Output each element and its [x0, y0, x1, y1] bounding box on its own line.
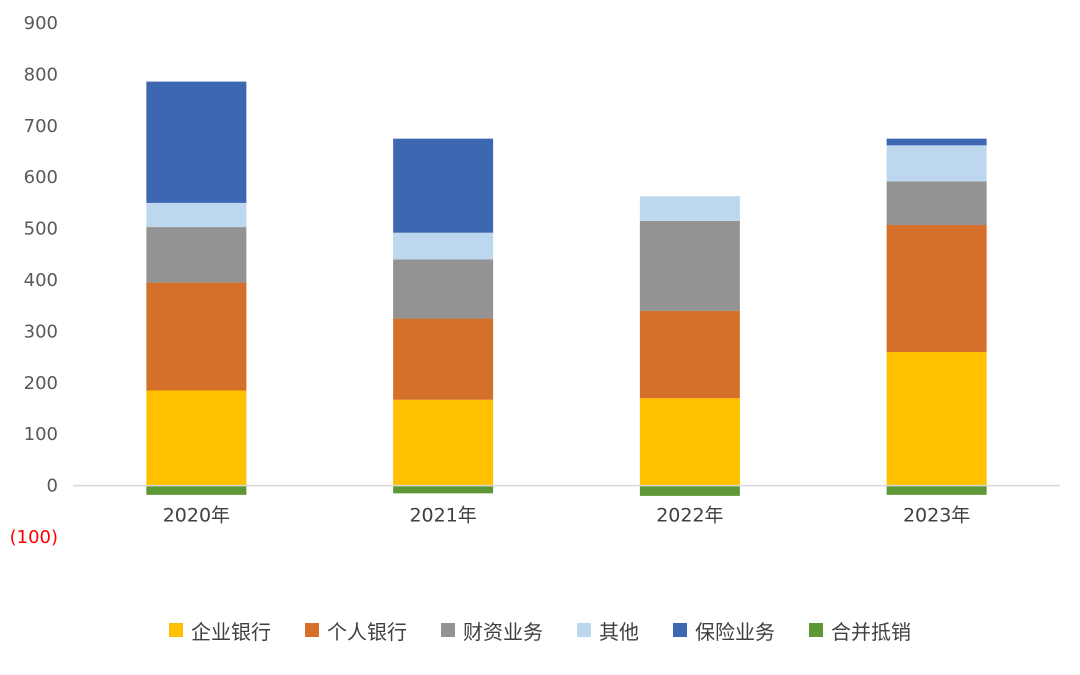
bar-segment	[886, 181, 987, 226]
bar-segment	[146, 282, 247, 391]
bar-segment	[393, 232, 494, 260]
y-tick-label: 900	[24, 13, 58, 34]
bar-segment	[146, 485, 247, 495]
bar-segment	[639, 398, 740, 486]
bar-segment	[393, 399, 494, 486]
bar-segment	[393, 138, 494, 233]
legend-swatch	[169, 623, 183, 637]
y-tick-label: 100	[24, 424, 58, 445]
x-axis: 2020年 2021年 2022年 2023年	[163, 505, 971, 527]
legend-item: 个人银行	[305, 616, 407, 645]
bar-segment	[393, 259, 494, 319]
y-tick-label: 700	[24, 116, 58, 137]
y-tick-label: (100)	[10, 527, 58, 548]
bar-segment	[886, 225, 987, 352]
legend-swatch	[673, 623, 687, 637]
x-tick-label: 2021年	[409, 505, 476, 527]
y-tick-label: 800	[24, 64, 58, 85]
bar-segment	[639, 485, 740, 496]
legend: 企业银行 个人银行 财资业务 其他 保险业务 合并抵销	[0, 612, 1080, 648]
x-tick-label: 2022年	[656, 505, 723, 527]
legend-label: 其他	[599, 619, 639, 644]
bar-segment	[146, 81, 247, 203]
bar-segment	[146, 390, 247, 486]
bar-segment	[886, 485, 987, 495]
legend-label: 个人银行	[327, 619, 407, 644]
bars	[146, 81, 987, 496]
legend-label: 财资业务	[463, 619, 543, 644]
x-tick-label: 2023年	[903, 505, 970, 527]
bar-segment	[393, 318, 494, 400]
legend-label: 企业银行	[191, 619, 271, 644]
y-axis: 900 800 700 600 500 400 300 200 100 0 (100)	[10, 13, 58, 548]
legend-label: 保险业务	[695, 619, 775, 644]
y-tick-label: 200	[24, 373, 58, 394]
legend-item: 其他	[577, 616, 639, 645]
bar-segment	[886, 351, 987, 486]
legend-item: 企业银行	[169, 616, 271, 645]
legend-swatch	[577, 623, 591, 637]
bar-segment	[393, 485, 494, 494]
legend-item: 合并抵销	[809, 616, 911, 645]
bar-segment	[146, 227, 247, 283]
y-tick-label: 0	[47, 476, 58, 497]
bar-segment	[639, 220, 740, 311]
legend-swatch	[305, 623, 319, 637]
bar-segment	[886, 145, 987, 182]
y-tick-label: 400	[24, 270, 58, 291]
bar-segment	[146, 202, 247, 228]
legend-item: 财资业务	[441, 616, 543, 645]
x-tick-label: 2020年	[163, 505, 230, 527]
legend-item: 保险业务	[673, 616, 775, 645]
y-tick-label: 500	[24, 219, 58, 240]
y-tick-label: 600	[24, 167, 58, 188]
bar-segment	[639, 196, 740, 221]
legend-label: 合并抵销	[831, 619, 911, 644]
bar-segment	[886, 138, 987, 146]
legend-swatch	[809, 623, 823, 637]
legend-swatch	[441, 623, 455, 637]
y-tick-label: 300	[24, 321, 58, 342]
bar-segment	[639, 310, 740, 399]
